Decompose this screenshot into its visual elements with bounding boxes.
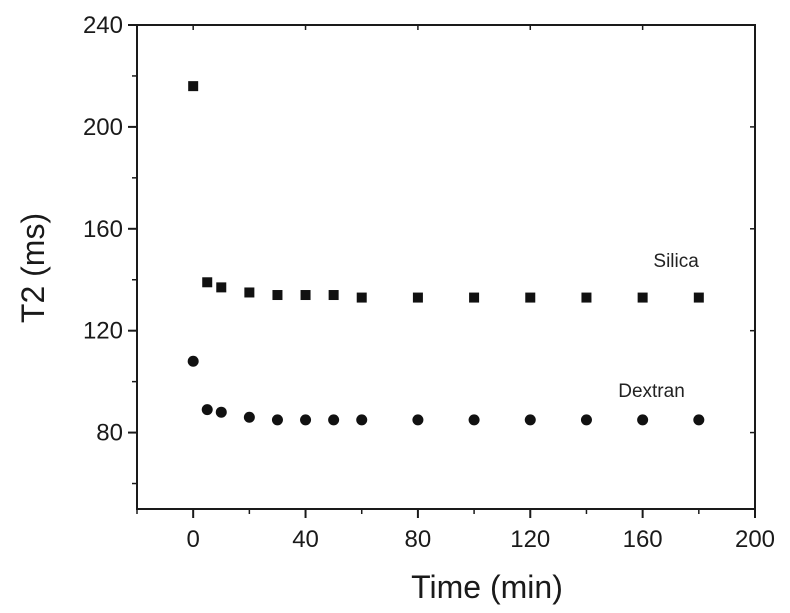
data-point-silica	[300, 290, 311, 301]
y-tick-label: 240	[83, 12, 123, 39]
y-tick-label: 200	[83, 114, 123, 141]
data-point-silica	[272, 290, 283, 301]
x-tick-label: 160	[623, 526, 663, 553]
y-tick-label: 120	[83, 318, 123, 345]
data-point-dextran	[215, 406, 227, 418]
data-point-dextran	[524, 414, 536, 426]
data-point-silica	[637, 292, 648, 303]
x-tick-label: 200	[735, 526, 775, 553]
data-point-silica	[469, 292, 480, 303]
x-tick-label: 0	[187, 526, 200, 553]
data-point-dextran	[328, 414, 340, 426]
data-point-silica	[356, 292, 367, 303]
axis-ticks: 0 40 80 120 160 200 80 120 160 200 240	[83, 12, 775, 553]
plot-frame	[136, 24, 756, 510]
data-point-silica	[693, 292, 704, 303]
series-label-silica: Silica	[653, 251, 699, 272]
data-point-silica	[412, 292, 423, 303]
data-point-silica	[581, 292, 592, 303]
data-point-dextran	[693, 414, 705, 426]
data-point-silica	[202, 277, 213, 288]
x-tick-label: 120	[510, 526, 550, 553]
data-point-dextran	[580, 414, 592, 426]
x-tick-label: 80	[405, 526, 432, 553]
data-point-dextran	[637, 414, 649, 426]
y-axis-title: T2 (ms)	[15, 213, 51, 323]
data-point-dextran	[412, 414, 424, 426]
data-point-dextran	[201, 404, 213, 416]
data-point-dextran	[243, 411, 255, 423]
series-labels: Silica Dextran	[618, 251, 699, 402]
data-point-dextran	[187, 355, 199, 367]
data-point-dextran	[468, 414, 480, 426]
y-tick-label: 160	[83, 216, 123, 243]
data-point-silica	[216, 282, 227, 293]
data-point-silica	[244, 287, 255, 298]
y-tick-label: 80	[96, 420, 123, 447]
data-point-dextran	[356, 414, 368, 426]
x-tick-label: 40	[292, 526, 319, 553]
data-points	[187, 81, 705, 426]
data-point-dextran	[271, 414, 283, 426]
data-point-silica	[525, 292, 536, 303]
data-point-silica	[188, 81, 199, 92]
data-point-dextran	[300, 414, 312, 426]
x-axis-title: Time (min)	[411, 569, 563, 605]
data-point-silica	[328, 290, 339, 301]
series-label-dextran: Dextran	[618, 381, 685, 402]
